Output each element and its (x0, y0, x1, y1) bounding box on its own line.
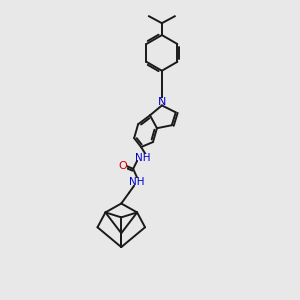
FancyBboxPatch shape (158, 98, 166, 106)
FancyBboxPatch shape (131, 178, 143, 186)
Text: N: N (158, 98, 166, 107)
Text: O: O (118, 161, 127, 171)
FancyBboxPatch shape (118, 162, 127, 170)
Text: NH: NH (135, 153, 151, 163)
FancyBboxPatch shape (137, 154, 149, 162)
Text: NH: NH (129, 177, 145, 187)
